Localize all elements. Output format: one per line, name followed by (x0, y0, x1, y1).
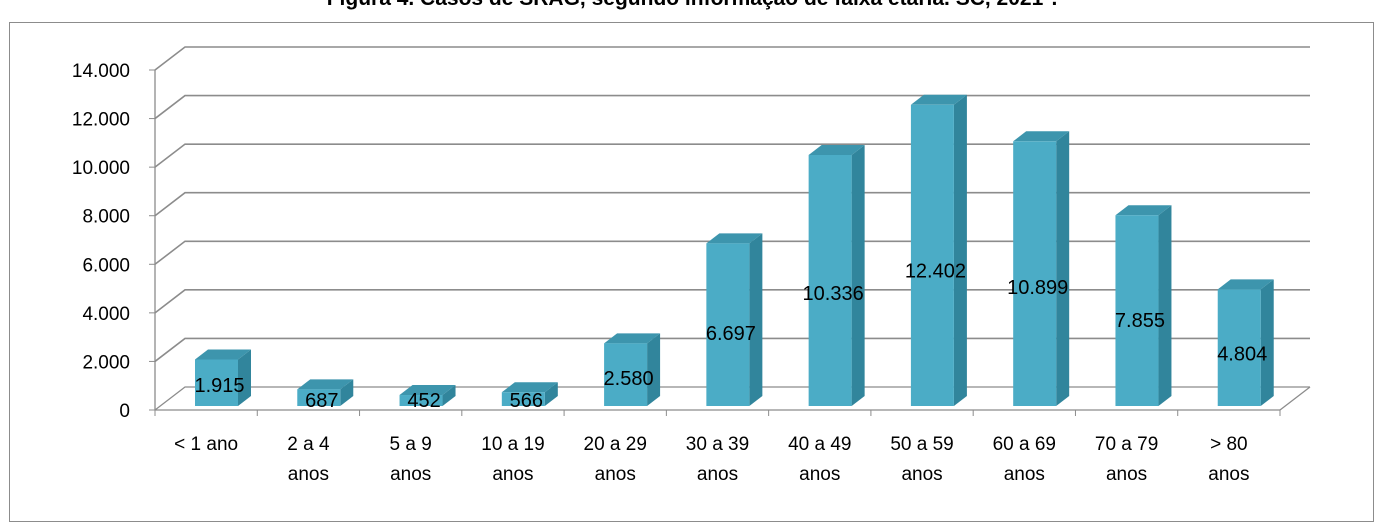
data-label: 4.804 (1217, 343, 1267, 365)
bar-side (442, 385, 456, 406)
data-label: 566 (510, 390, 543, 412)
bar-side (1056, 131, 1070, 406)
gridline (154, 143, 1310, 168)
x-tick-label-line: anos (1004, 464, 1045, 485)
chart-title: Figura 4. Casos de SRAG, segundo informa… (0, 0, 1384, 15)
x-tick-label-line: 70 a 79 (1095, 434, 1158, 455)
x-tick-label: 20 a 29 anos (584, 434, 647, 485)
x-tick-label-line: anos (390, 464, 431, 485)
bar-side (1260, 279, 1274, 406)
y-tick-label: 8.000 (82, 207, 130, 228)
gridline (154, 46, 1310, 71)
floor-right-edge (1279, 386, 1311, 411)
y-tick-label: 10.000 (72, 158, 130, 179)
x-tick-label-line: < 1 ano (174, 434, 238, 455)
x-tick-label-line: anos (799, 464, 840, 485)
bar-top (399, 385, 456, 396)
bar-top (604, 333, 661, 344)
bar-top (706, 233, 763, 244)
data-label: 687 (305, 390, 338, 412)
data-label: 2.580 (604, 368, 654, 390)
bar (1115, 215, 1159, 406)
bar (910, 104, 954, 407)
bar-side (851, 144, 865, 407)
x-tick-label: 70 a 79 anos (1095, 434, 1158, 485)
x-tick-label: 10 a 19 anos (481, 434, 544, 485)
x-tick-label-line: 50 a 59 (890, 434, 953, 455)
bar-top (195, 349, 251, 360)
y-tick-label: 12.000 (72, 110, 130, 131)
bar-top (1217, 279, 1274, 290)
bar (501, 392, 545, 406)
x-tick-label-line: anos (492, 464, 533, 485)
data-label: 452 (407, 390, 440, 412)
x-tick-label-line: anos (595, 464, 636, 485)
bar-top (1013, 131, 1070, 142)
bar-side (544, 382, 558, 406)
x-tick-label-line: 10 a 19 (481, 434, 544, 455)
y-tick-label: 2.000 (82, 352, 130, 373)
bar-side (953, 94, 967, 407)
x-tick-label-line: anos (1208, 464, 1249, 485)
bar (808, 154, 852, 406)
x-tick-label: 30 a 39 anos (686, 434, 749, 485)
y-tick-label: 14.000 (72, 61, 130, 82)
x-tick-label-line: 2 a 4 (287, 434, 330, 455)
bar-top (501, 382, 558, 393)
x-tick-label-line: anos (901, 464, 942, 485)
bar (399, 395, 443, 406)
x-tick-label: 60 a 69 anos (993, 434, 1056, 485)
x-tick-label: 40 a 49 anos (788, 434, 851, 485)
bar-top (808, 144, 865, 155)
bar-side (238, 349, 251, 406)
x-tick-label-line: 30 a 39 (686, 434, 749, 455)
bar (604, 343, 648, 406)
gridline (154, 94, 1310, 120)
bar (1013, 141, 1057, 406)
y-tick-label: 4.000 (82, 304, 130, 325)
data-label: 6.697 (706, 323, 756, 345)
y-tick-label: 0 (119, 401, 130, 422)
x-tick-label-line: anos (697, 464, 738, 485)
data-label: 10.336 (803, 283, 864, 305)
y-tick-label: 6.000 (82, 255, 130, 276)
bar-chart: 0 2.000 4.000 6.000 8.000 10.000 12.000 14.000 1… (72, 46, 1311, 485)
bar-side (1158, 205, 1172, 406)
x-tick-label-line: 40 a 49 (788, 434, 851, 455)
bar-side (749, 233, 763, 406)
bar-top (297, 379, 354, 390)
bar (1217, 289, 1261, 406)
data-label: 7.855 (1115, 310, 1165, 332)
data-label: 1.915 (194, 375, 244, 397)
x-tick-label: > 80 anos (1208, 434, 1249, 485)
bar-side (647, 333, 661, 406)
x-tick-label-line: 60 a 69 (993, 434, 1056, 455)
bar-top (1115, 205, 1172, 216)
bar (297, 389, 341, 406)
data-label: 12.402 (905, 260, 966, 282)
x-tick-label: 5 a 9 anos (390, 434, 432, 485)
bar (195, 359, 238, 406)
bar (706, 243, 750, 406)
x-tick-label: < 1 ano (174, 434, 238, 455)
bar-side (340, 379, 354, 406)
x-tick-label-line: 20 a 29 (584, 434, 647, 455)
bar-top (910, 94, 967, 105)
x-tick-label-line: 5 a 9 (390, 434, 432, 455)
x-tick-label: 2 a 4 anos (287, 434, 330, 485)
x-tick-label-line: anos (1106, 464, 1147, 485)
x-tick-label-line: anos (288, 464, 329, 485)
x-tick-label: 50 a 59 anos (890, 434, 953, 485)
x-tick-label-line: > 80 (1210, 434, 1248, 455)
data-label: 10.899 (1007, 277, 1068, 299)
